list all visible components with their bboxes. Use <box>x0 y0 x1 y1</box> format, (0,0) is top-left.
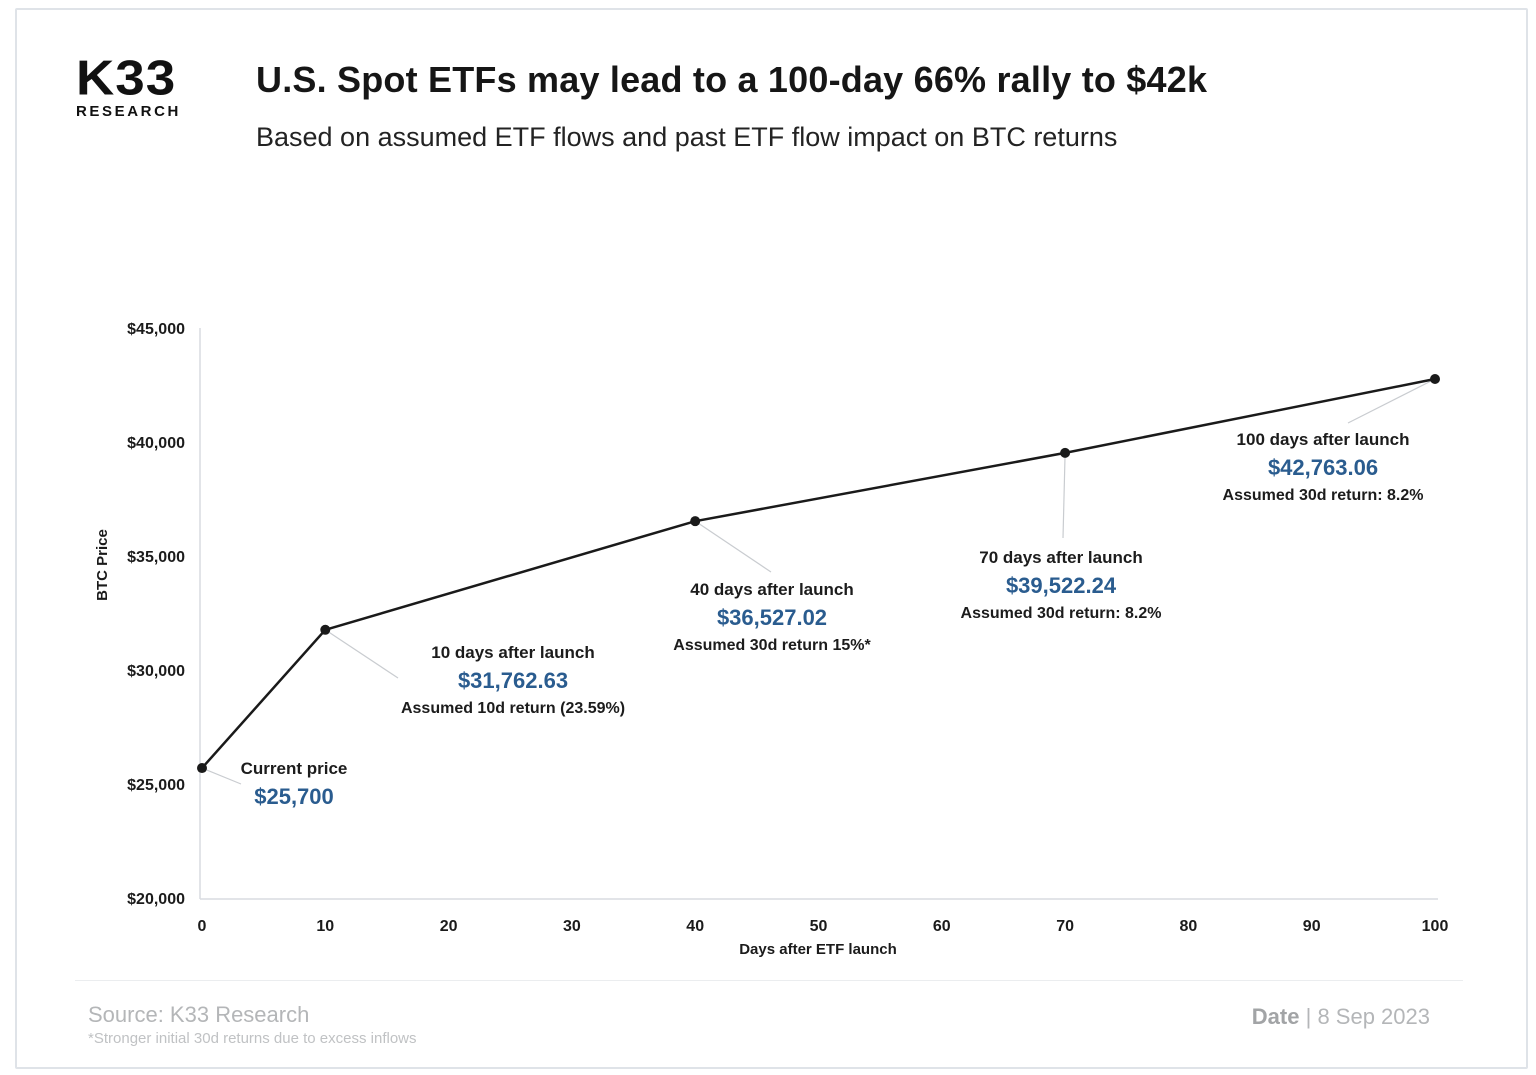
price-line <box>201 377 1436 769</box>
x-tick-label: 60 <box>933 918 951 935</box>
footer-divider <box>75 980 1463 981</box>
annotation-connector <box>694 520 772 573</box>
annotation-connector <box>201 767 242 785</box>
x-tick-label: 100 <box>1422 918 1449 935</box>
data-point-marker <box>197 763 207 774</box>
footer-source: Source: K33 Research <box>88 1002 310 1027</box>
y-tick-label: $30,000 <box>127 663 185 680</box>
x-tick-label: 20 <box>440 918 458 935</box>
annotation-connector <box>1062 452 1066 539</box>
logo-brand-text: K33 <box>76 51 177 106</box>
footer-date: Date | 8 Sep 2023 <box>1252 1004 1430 1030</box>
k33-research-logo: K33 RESEARCH <box>76 51 181 120</box>
y-tick-label: $25,000 <box>127 777 185 794</box>
annotation-connector <box>324 629 399 679</box>
y-tick-label: $40,000 <box>127 435 185 452</box>
page-subtitle: Based on assumed ETF flows and past ETF … <box>256 122 1118 152</box>
data-point-marker <box>1430 374 1440 385</box>
x-tick-label: 80 <box>1180 918 1198 935</box>
x-tick-label: 50 <box>810 918 828 935</box>
x-tick-label: 40 <box>686 918 704 935</box>
y-axis-title: BTC Price <box>94 529 111 601</box>
x-axis-title: Days after ETF launch <box>739 941 897 958</box>
footer-date-label: Date <box>1251 1004 1300 1029</box>
logo-sub-text: RESEARCH <box>76 103 181 120</box>
x-tick-label: 0 <box>198 918 207 935</box>
y-tick-label: $45,000 <box>127 321 185 338</box>
x-tick-label: 30 <box>563 918 581 935</box>
x-tick-label: 90 <box>1303 918 1321 935</box>
footer-footnote: *Stronger initial 30d returns due to exc… <box>88 1030 417 1047</box>
x-tick-label: 70 <box>1056 918 1074 935</box>
x-tick-label: 10 <box>316 918 334 935</box>
y-tick-label: $35,000 <box>127 549 185 566</box>
annotation-connector <box>1347 378 1436 424</box>
data-point-marker <box>690 516 701 527</box>
data-point-marker <box>1060 447 1071 458</box>
data-point-marker <box>320 624 331 635</box>
footer-date-separator: | <box>1305 1004 1312 1029</box>
page-title: U.S. Spot ETFs may lead to a 100-day 66%… <box>256 59 1208 100</box>
footer-date-value: 8 Sep 2023 <box>1317 1004 1430 1029</box>
y-tick-label: $20,000 <box>127 891 185 908</box>
